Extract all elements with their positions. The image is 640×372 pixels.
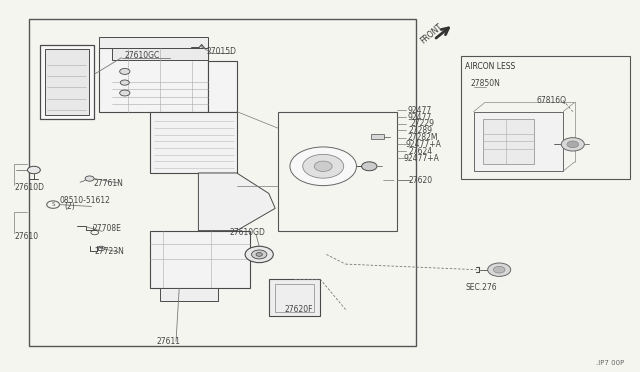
Bar xyxy=(29,19,416,346)
Text: 27610D: 27610D xyxy=(14,183,44,192)
Circle shape xyxy=(256,253,262,256)
Text: 27624: 27624 xyxy=(408,147,433,155)
Text: .IP7 00P: .IP7 00P xyxy=(596,360,624,366)
Text: (2): (2) xyxy=(64,202,75,211)
Bar xyxy=(150,231,250,288)
Bar xyxy=(112,48,208,60)
Circle shape xyxy=(120,80,129,85)
Text: 92477: 92477 xyxy=(408,113,432,122)
Circle shape xyxy=(120,90,130,96)
Text: 92477: 92477 xyxy=(408,106,432,115)
Text: 27610: 27610 xyxy=(14,232,38,241)
Bar xyxy=(40,45,94,119)
Circle shape xyxy=(28,166,40,174)
Bar xyxy=(99,48,208,112)
Circle shape xyxy=(561,138,584,151)
Text: 27229: 27229 xyxy=(411,119,435,128)
Bar xyxy=(371,134,384,139)
Text: 27610GD: 27610GD xyxy=(229,228,265,237)
Text: 27611: 27611 xyxy=(157,337,181,346)
Circle shape xyxy=(567,141,579,148)
Circle shape xyxy=(303,154,344,178)
Text: 27723N: 27723N xyxy=(95,247,125,256)
Circle shape xyxy=(245,246,273,263)
Bar xyxy=(160,288,218,301)
Circle shape xyxy=(290,147,356,186)
Text: 08510-51612: 08510-51612 xyxy=(60,196,110,205)
Text: 27289: 27289 xyxy=(408,126,433,135)
Text: 27850N: 27850N xyxy=(470,79,500,88)
Text: 67816Q: 67816Q xyxy=(536,96,566,105)
Bar xyxy=(461,56,630,179)
Text: 27620F: 27620F xyxy=(285,305,314,314)
Text: SEC.276: SEC.276 xyxy=(466,283,497,292)
Bar xyxy=(278,112,397,231)
Text: AIRCON LESS: AIRCON LESS xyxy=(465,62,515,71)
Text: 27761N: 27761N xyxy=(93,179,124,187)
Text: S: S xyxy=(51,202,55,207)
Bar xyxy=(483,119,534,164)
Polygon shape xyxy=(198,173,275,231)
Circle shape xyxy=(488,263,511,276)
Bar xyxy=(269,279,320,316)
Text: 92477+A: 92477+A xyxy=(406,140,442,149)
Circle shape xyxy=(252,250,267,259)
Circle shape xyxy=(314,161,332,171)
Circle shape xyxy=(493,266,505,273)
Text: 27610GC: 27610GC xyxy=(125,51,160,60)
Bar xyxy=(150,112,237,173)
Circle shape xyxy=(362,162,377,171)
Bar xyxy=(474,112,563,171)
Text: FRONT: FRONT xyxy=(419,22,445,46)
Bar xyxy=(275,284,314,312)
Circle shape xyxy=(120,68,130,74)
Bar xyxy=(45,49,89,115)
Text: 27282M: 27282M xyxy=(407,133,438,142)
Text: 27708E: 27708E xyxy=(93,224,122,233)
Bar xyxy=(99,37,208,48)
Text: 92477+A: 92477+A xyxy=(403,154,439,163)
Text: 27015D: 27015D xyxy=(206,47,236,56)
Text: 27620: 27620 xyxy=(408,176,433,185)
Circle shape xyxy=(85,176,94,181)
Bar xyxy=(208,61,237,112)
